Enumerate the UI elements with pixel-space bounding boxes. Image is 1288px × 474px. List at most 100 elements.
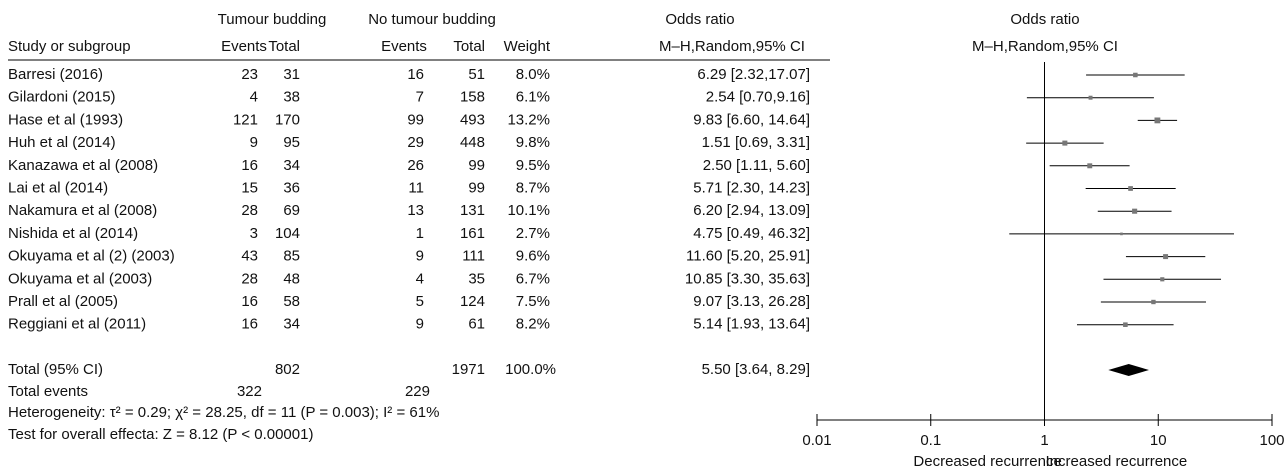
total-no: 61 bbox=[468, 316, 485, 333]
weight-square bbox=[1088, 95, 1093, 100]
total-budding: 802 bbox=[275, 361, 300, 378]
weight-square bbox=[1062, 140, 1068, 146]
events-budding: 16 bbox=[241, 293, 258, 310]
total-no: 158 bbox=[460, 89, 485, 106]
study-name: Hase et al (1993) bbox=[8, 111, 123, 128]
study-name: Nishida et al (2014) bbox=[8, 225, 138, 242]
ci-label: 10.85 [3.30, 35.63] bbox=[685, 270, 810, 287]
ci-label: 2.54 [0.70,9.16] bbox=[706, 89, 810, 106]
total-events-label: Total events bbox=[8, 383, 88, 400]
weight: 6.7% bbox=[516, 270, 550, 287]
ci-label: 4.75 [0.49, 46.32] bbox=[693, 225, 810, 242]
events-no: 99 bbox=[407, 111, 424, 128]
group-header: Odds ratio bbox=[665, 11, 734, 28]
study-name: Gilardoni (2015) bbox=[8, 89, 116, 106]
events-no: 26 bbox=[407, 157, 424, 174]
column-header: Weight bbox=[504, 38, 551, 55]
ci-label: 6.20 [2.94, 13.09] bbox=[693, 202, 810, 219]
total-budding: 38 bbox=[283, 89, 300, 106]
total-weight: 100.0% bbox=[505, 361, 556, 378]
total-budding: 170 bbox=[275, 111, 300, 128]
x-label-left: Decreased recurrence bbox=[913, 453, 1061, 469]
total-no: 131 bbox=[460, 202, 485, 219]
total-ci-label: 5.50 [3.64, 8.29] bbox=[702, 361, 810, 378]
events-budding: 43 bbox=[241, 248, 258, 265]
weight-square bbox=[1163, 254, 1169, 260]
events-no: 16 bbox=[407, 66, 424, 83]
ci-label: 5.71 [2.30, 14.23] bbox=[693, 179, 810, 196]
events-no: 9 bbox=[416, 248, 424, 265]
weight-square bbox=[1151, 299, 1156, 305]
column-header: Total bbox=[453, 38, 485, 55]
weight: 8.7% bbox=[516, 179, 550, 196]
total-no: 35 bbox=[468, 270, 485, 287]
total-budding: 85 bbox=[283, 248, 300, 265]
total-budding: 69 bbox=[283, 202, 300, 219]
total-budding: 34 bbox=[283, 157, 300, 174]
events-budding: 3 bbox=[250, 225, 258, 242]
x-tick-label: 0.01 bbox=[802, 432, 831, 449]
weight-square bbox=[1123, 322, 1128, 327]
weight-square bbox=[1154, 117, 1161, 124]
events-budding: 9 bbox=[250, 134, 258, 151]
total-no: 99 bbox=[468, 157, 485, 174]
total-label: Total (95% CI) bbox=[8, 361, 103, 378]
ci-label: 11.60 [5.20, 25.91] bbox=[686, 248, 810, 265]
events-budding: 121 bbox=[233, 111, 258, 128]
weight-square bbox=[1133, 72, 1138, 78]
events-budding: 28 bbox=[241, 270, 258, 287]
weight-square bbox=[1120, 232, 1123, 236]
study-name: Prall et al (2005) bbox=[8, 293, 118, 310]
column-header: Events bbox=[221, 38, 267, 55]
total-no: 99 bbox=[468, 179, 485, 196]
column-header: M–H,Random,95% CI bbox=[972, 38, 1118, 55]
events-no: 7 bbox=[416, 89, 424, 106]
events-budding: 15 bbox=[241, 179, 258, 196]
weight: 8.2% bbox=[516, 316, 550, 333]
events-budding: 28 bbox=[241, 202, 258, 219]
weight-square bbox=[1128, 186, 1133, 191]
ci-label: 2.50 [1.11, 5.60] bbox=[703, 157, 810, 174]
events-budding: 23 bbox=[241, 66, 258, 83]
total-events-no: 229 bbox=[405, 383, 430, 400]
group-header: Tumour budding bbox=[218, 11, 327, 28]
summary-diamond bbox=[1108, 364, 1149, 376]
events-no: 4 bbox=[416, 270, 424, 287]
weight: 2.7% bbox=[516, 225, 550, 242]
total-budding: 48 bbox=[283, 270, 300, 287]
total-budding: 95 bbox=[283, 134, 300, 151]
weight: 9.5% bbox=[516, 157, 550, 174]
total-events-budding: 322 bbox=[237, 383, 262, 400]
study-name: Kanazawa et al (2008) bbox=[8, 157, 158, 174]
total-no: 1971 bbox=[452, 361, 485, 378]
events-budding: 16 bbox=[241, 157, 258, 174]
study-name: Huh et al (2014) bbox=[8, 134, 116, 151]
column-header: M–H,Random,95% CI bbox=[659, 38, 805, 55]
weight-square bbox=[1160, 277, 1165, 282]
events-no: 9 bbox=[416, 316, 424, 333]
ci-label: 9.07 [3.13, 26.28] bbox=[693, 293, 810, 310]
events-no: 11 bbox=[408, 179, 424, 196]
events-no: 1 bbox=[416, 225, 424, 242]
ci-label: 5.14 [1.93, 13.64] bbox=[693, 316, 810, 333]
total-no: 111 bbox=[462, 248, 485, 265]
study-name: Reggiani et al (2011) bbox=[8, 316, 146, 333]
overall-effect: Test for overall effecta: Z = 8.12 (P < … bbox=[8, 426, 313, 443]
group-header: Odds ratio bbox=[1010, 11, 1079, 28]
study-name: Okuyama et al (2003) bbox=[8, 270, 152, 287]
events-no: 5 bbox=[416, 293, 424, 310]
weight: 10.1% bbox=[507, 202, 550, 219]
ci-label: 6.29 [2.32,17.07] bbox=[697, 66, 810, 83]
total-budding: 31 bbox=[283, 66, 300, 83]
total-no: 51 bbox=[468, 66, 485, 83]
study-name: Nakamura et al (2008) bbox=[8, 202, 157, 219]
study-name: Okuyama et al (2) (2003) bbox=[8, 248, 175, 265]
total-budding: 36 bbox=[283, 179, 300, 196]
x-tick-label: 100 bbox=[1259, 432, 1284, 449]
x-tick-label: 1 bbox=[1040, 432, 1048, 449]
weight-square bbox=[1132, 208, 1138, 214]
total-no: 448 bbox=[460, 134, 485, 151]
column-header: Total bbox=[268, 38, 300, 55]
events-no: 13 bbox=[407, 202, 424, 219]
